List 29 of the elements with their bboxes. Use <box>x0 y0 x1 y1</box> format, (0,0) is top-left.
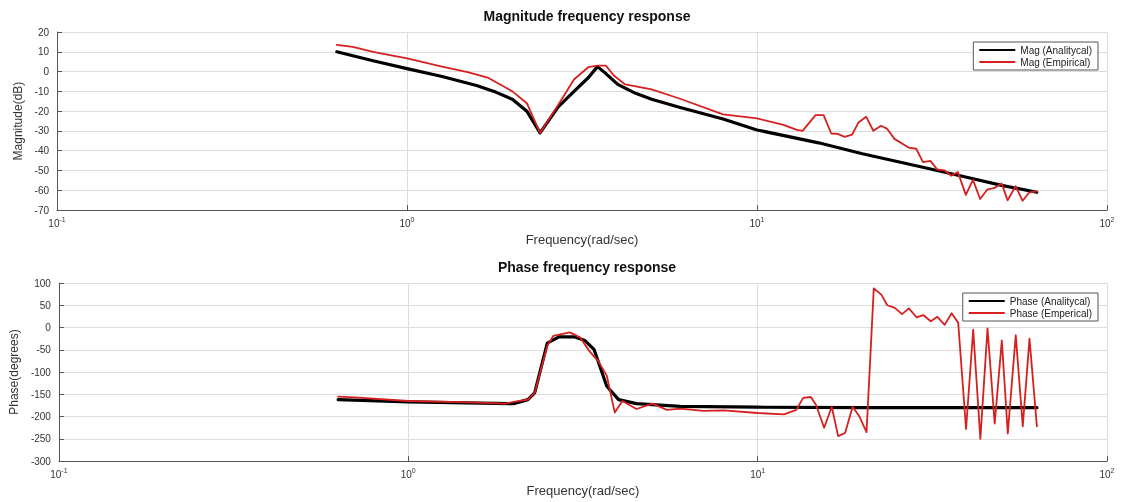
y-tick-label: 20 <box>37 26 50 38</box>
y-tick-label: 100 <box>34 277 52 289</box>
y-tick-label: 0 <box>45 322 52 334</box>
y-tick-label: -60 <box>34 184 50 196</box>
x-axis-title: Frequency(rad/sec) <box>525 232 639 247</box>
y-tick-label: -200 <box>30 411 52 423</box>
y-tick-label: 10 <box>37 46 50 58</box>
chart-title: Phase frequency response <box>497 259 677 275</box>
legend-label: Phase (Analitycal) <box>1009 295 1091 307</box>
y-tick-label: -100 <box>30 366 52 378</box>
y-tick-label: 50 <box>39 299 52 311</box>
chart-title: Magnitude frequency response <box>483 8 691 24</box>
legend-label: Mag (Empirical) <box>1020 56 1091 68</box>
y-tick-label: -30 <box>34 125 50 137</box>
y-axis-title: Magnitude(dB) <box>10 81 25 161</box>
y-tick-label: -20 <box>34 105 50 117</box>
y-tick-label: -40 <box>34 145 50 157</box>
legend-label: Mag (Analitycal) <box>1020 44 1093 56</box>
y-axis-title: Phase(degrees) <box>7 329 21 415</box>
y-tick-label: -50 <box>34 165 50 177</box>
x-axis-title: Frequency(rad/sec) <box>526 483 640 498</box>
legend-label: Phase (Emperical) <box>1009 307 1093 319</box>
y-tick-label: -10 <box>34 85 50 97</box>
y-tick-label: -150 <box>30 388 52 400</box>
y-tick-label: -250 <box>30 433 52 445</box>
y-tick-label: -300 <box>30 455 52 467</box>
y-tick-label: 0 <box>43 66 50 78</box>
y-tick-label: -70 <box>34 204 50 216</box>
y-tick-label: -50 <box>36 344 52 356</box>
